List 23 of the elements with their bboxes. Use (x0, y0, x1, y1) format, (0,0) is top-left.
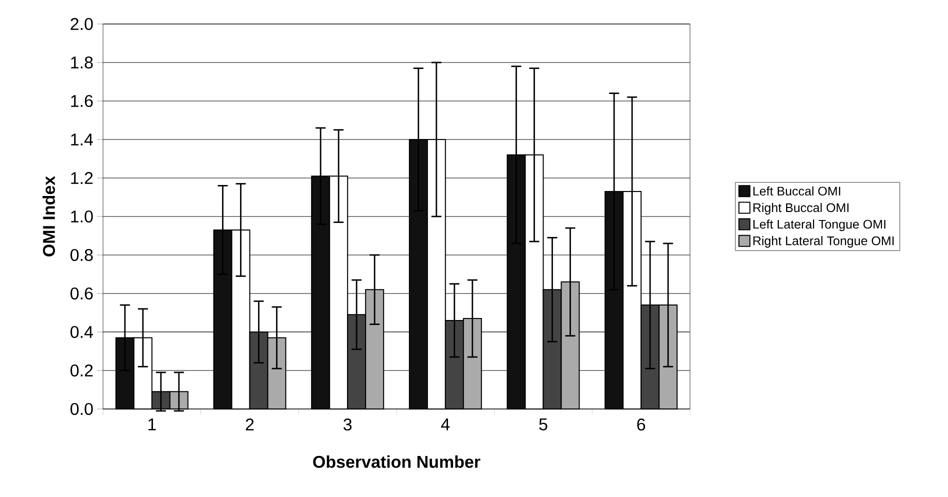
x-tick-label: 2 (246, 418, 254, 430)
y-tick-label: 1.8 (71, 56, 93, 69)
y-tick-label: 1.4 (71, 134, 93, 146)
x-axis-title: Observation Number (313, 455, 480, 468)
legend-label: Right Buccal OMI (753, 202, 848, 215)
y-tick-label: 0.0 (70, 402, 93, 416)
y-tick-label: 2.0 (70, 18, 93, 30)
y-tick-label: 1.6 (71, 94, 93, 108)
x-tick-label: 6 (637, 418, 646, 431)
y-tick-label: 0.8 (70, 248, 93, 262)
x-tick-label: 1 (148, 418, 156, 430)
x-tick-label: 3 (344, 418, 352, 431)
y-axis-title: OMI Index (42, 176, 55, 256)
y-tick-label: 0.4 (70, 326, 93, 338)
x-tick-label: 4 (441, 418, 450, 430)
y-tick-label: 1.0 (71, 210, 93, 223)
y-tick-label: 1.2 (71, 172, 93, 184)
x-tick-label: 5 (539, 418, 548, 430)
legend-label: Left Buccal OMI (753, 186, 840, 196)
y-tick-label: 0.2 (70, 364, 93, 377)
legend-label: Left Lateral Tongue OMI (753, 219, 886, 232)
legend-label: Right Lateral Tongue OMI (753, 236, 894, 248)
y-tick-label: 0.6 (70, 287, 93, 300)
